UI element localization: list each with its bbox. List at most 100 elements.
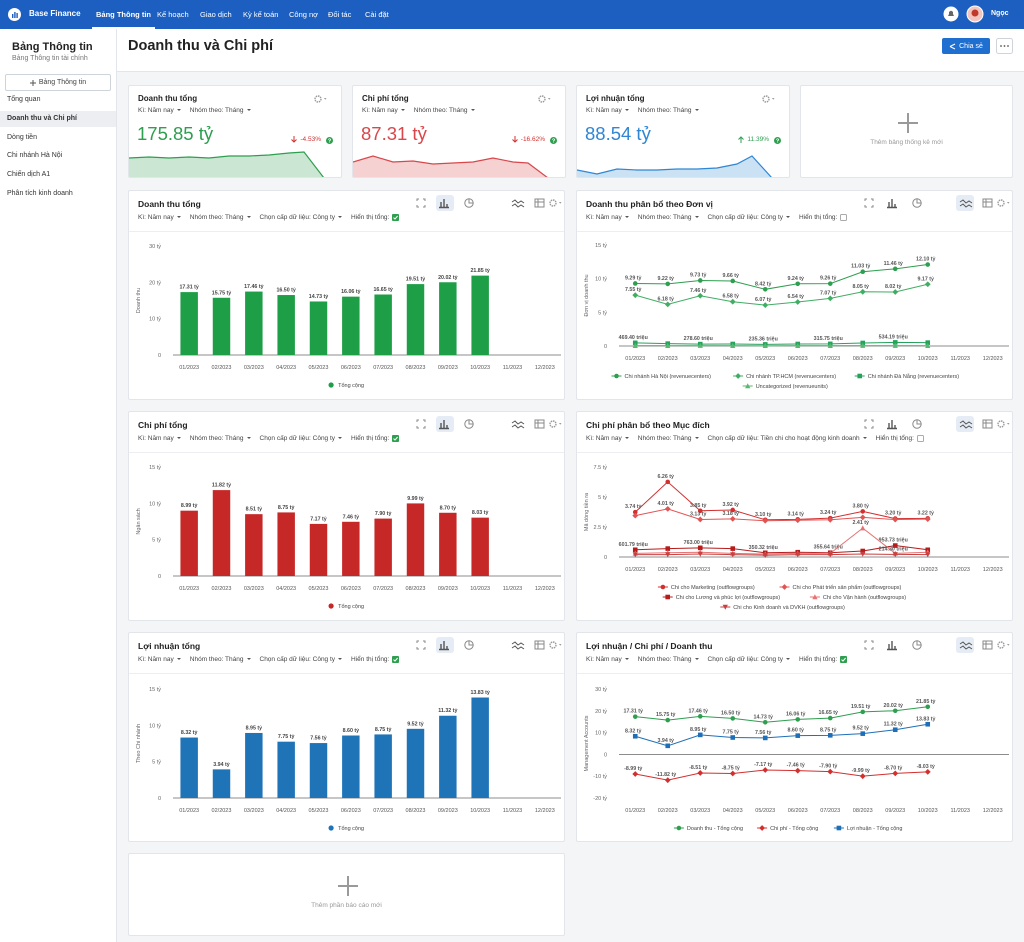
add-label: Thêm phần báo cáo mới [311,901,382,909]
sidebar-item[interactable]: Chiến dịch A1 [7,171,51,178]
filter[interactable]: Chọn cấp dữ liệu: Tiền chi cho hoạt động… [708,435,867,442]
settings[interactable] [538,95,553,104]
filter[interactable]: Kì: Năm nay [138,435,181,442]
nav-item[interactable]: Kế hoạch [157,10,189,19]
add-dashboard-button[interactable]: Bảng Thông tin [5,74,111,91]
value-label: 17.46 tỷ [244,284,263,290]
nav-item[interactable]: Cài đặt [365,10,389,19]
x-tick-label: 02/2023 [212,586,232,592]
x-tick-label: 06/2023 [788,808,808,814]
share-button[interactable]: Chia sẻ [942,38,990,54]
filter[interactable]: Nhóm theo: Tháng [638,656,699,663]
filter[interactable]: Kì: Năm nay [138,656,181,663]
nav-item[interactable]: Công nợ [289,10,319,19]
filter[interactable]: Nhóm theo: Tháng [638,435,699,442]
period-filter[interactable]: Kì: Năm nay [138,107,181,114]
bar [342,296,360,355]
filter[interactable]: Chọn cấp dữ liệu: Công ty [260,435,343,442]
show-total-checkbox[interactable] [840,214,848,221]
chart-title: Doanh thu phân bổ theo Đơn vị [586,199,713,209]
legend-label: Lợi nhuận - Tổng cộng [847,825,903,832]
show-total-checkbox[interactable] [392,214,400,221]
filter[interactable]: Nhóm theo: Tháng [190,656,251,663]
filter[interactable]: Hiển thị tổng: [799,656,838,663]
point [697,516,704,523]
value-label: 7.17 tỷ [310,516,327,522]
point [794,517,801,524]
nav-item[interactable]: Kỳ kế toán [243,10,279,19]
nav-item[interactable]: Đối tác [328,10,352,19]
filter[interactable]: Nhóm theo: Tháng [190,214,251,221]
user-name[interactable]: Ngọc [991,10,1009,17]
sidebar: Bảng Thông tin Bảng Thông tin tài chính Bả… [0,29,117,942]
x-tick-label: 12/2023 [535,808,555,814]
filter[interactable]: Chọn cấp dữ liệu: Công ty [708,214,791,221]
nav-item[interactable]: Bảng Thông tin [92,0,155,29]
point [665,552,671,558]
filter[interactable]: Kì: Năm nay [586,656,629,663]
bar [212,490,231,576]
settings[interactable] [762,95,777,104]
kpi-value: 175.85 tỷ [137,123,214,144]
value-label: 3.20 tỷ [885,511,902,517]
x-tick-label: 03/2023 [690,808,710,814]
x-tick-label: 06/2023 [788,567,808,573]
filter[interactable]: Kì: Năm nay [586,435,629,442]
sparkline-line [353,155,548,177]
y-axis-label: Theo Chi nhánh [136,724,142,763]
point [860,548,866,554]
sidebar-item[interactable]: Doanh thu và Chi phí [0,111,116,127]
legend-label: Chi cho Vận hành (outflowgroups) [823,595,906,601]
filter[interactable]: Kì: Năm nay [138,214,181,221]
value-label: 9.73 tỷ [690,272,707,278]
group-filter[interactable]: Nhóm theo: Tháng [638,107,699,114]
add-widget-card[interactable]: Thêm bảng thống kê mới [800,85,1013,178]
sidebar-item[interactable]: Dòng tiền [7,134,37,141]
more-button[interactable] [996,38,1013,54]
period-filter[interactable]: Kì: Năm nay [586,107,629,114]
value-label: 19.51 tỷ [406,277,425,283]
show-total-checkbox[interactable] [392,435,400,442]
filter[interactable]: Hiển thị tổng: [351,214,390,221]
point [762,767,769,773]
value-label: 8.75 tỷ [820,727,837,733]
point [730,735,736,740]
point [762,735,768,741]
avatars[interactable] [943,5,987,23]
pie-view-icon [464,419,474,429]
sidebar-item[interactable]: Phân tích kinh doanh [7,190,73,197]
period-filter[interactable]: Kì: Năm nay [362,107,405,114]
group-filter[interactable]: Nhóm theo: Tháng [414,107,475,114]
legend-label: Chi nhánh Đà Nẵng (revenuecenters) [868,373,960,380]
show-total-checkbox[interactable] [392,656,400,663]
sidebar-item[interactable]: Chi nhánh Hà Nội [7,152,63,159]
filter[interactable]: Hiển thị tổng: [799,214,838,221]
nav-item[interactable]: Giao dịch [200,10,232,19]
group-filter[interactable]: Nhóm theo: Tháng [190,107,251,114]
filter[interactable]: Hiển thị tổng: [351,435,390,442]
value-label: 9.24 tỷ [788,276,805,282]
point [795,552,801,558]
filter[interactable]: Nhóm theo: Tháng [190,435,251,442]
show-total-checkbox[interactable] [916,435,924,442]
caret [1007,423,1010,425]
settings[interactable] [314,95,329,104]
value-label: 8.32 tỷ [181,730,198,736]
filter[interactable]: Chọn cấp dữ liệu: Công ty [260,214,343,221]
filter[interactable]: Hiển thị tổng: [351,656,390,663]
filter[interactable]: Nhóm theo: Tháng [638,214,699,221]
value-label: 3.18 tỷ [723,511,740,517]
point [762,342,768,349]
sparkline-area [129,152,324,177]
show-total-checkbox[interactable] [840,656,848,663]
x-tick-label: 01/2023 [625,356,645,362]
sidebar-item[interactable]: Tổng quan [7,96,41,103]
point [762,517,769,524]
legend-marker [328,825,334,831]
y-tick-label: 7.5 tỷ [594,464,608,471]
filter[interactable]: Chọn cấp dữ liệu: Công ty [708,656,791,663]
filter[interactable]: Hiển thị tổng: [875,435,914,442]
add-report-card[interactable]: Thêm phần báo cáo mới [128,853,565,936]
filter[interactable]: Chọn cấp dữ liệu: Công ty [260,656,343,663]
filter[interactable]: Kì: Năm nay [586,214,629,221]
